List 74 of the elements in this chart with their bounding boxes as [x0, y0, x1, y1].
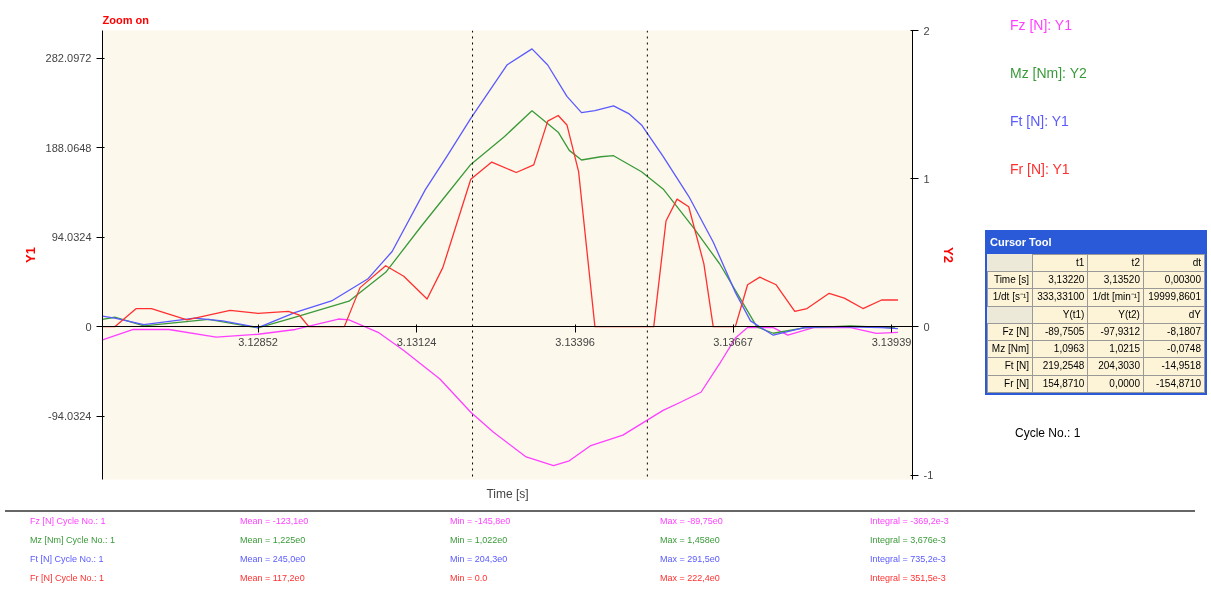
text: dY — [1143, 306, 1205, 324]
text: -0,0748 — [1143, 340, 1205, 358]
line-series — [102, 48, 899, 336]
x-tick-label: 3.13396 — [555, 335, 595, 348]
text: Min = -145,8e0 — [449, 515, 512, 528]
text: Mz [Nm] — [987, 340, 1033, 358]
y2-tick-label: 1 — [923, 172, 930, 185]
text: Mz [Nm] Cycle No.: 1 — [29, 533, 116, 547]
y-tick-label: 0 — [85, 320, 92, 333]
text: Time [s] — [987, 271, 1033, 289]
text: 19999,8601 — [1143, 288, 1205, 307]
text: Ft [N]: Y1 — [1010, 112, 1070, 131]
text: Fz [N]: Y1 — [1010, 16, 1073, 35]
text: Max = 222,4e0 — [659, 571, 721, 585]
text: Mean = 245,0e0 — [239, 552, 307, 566]
text: Cycle No.: 1 — [1015, 425, 1081, 442]
y2-tick-label: 2 — [923, 24, 930, 37]
text: Y(t1) — [1032, 306, 1088, 324]
text: t1 — [1032, 254, 1088, 272]
text: Mz [Nm]: Y2 — [1010, 64, 1087, 83]
text: -14,9518 — [1143, 357, 1205, 376]
text: Mean = 1,225e0 — [239, 533, 307, 547]
y2-tick-label: 0 — [923, 320, 930, 333]
y-axis-title: Y1 — [22, 247, 38, 263]
text: 3,13520 — [1087, 271, 1144, 289]
text: -8,1807 — [1143, 323, 1205, 341]
text: Fr [N] Cycle No.: 1 — [29, 571, 105, 585]
text: 333,33100 — [1032, 288, 1088, 307]
text: 1,0215 — [1087, 340, 1144, 358]
text: -97,9312 — [1087, 323, 1144, 341]
text: 219,2548 — [1032, 357, 1088, 376]
text: dt — [1143, 254, 1205, 272]
text: 1/dt [min⁻¹] — [1087, 288, 1144, 307]
y2-axis-title: Y2 — [941, 247, 957, 263]
x-tick-label: 3.13124 — [396, 335, 437, 348]
text: Max = 1,458e0 — [659, 533, 721, 547]
text: Fr [N] — [987, 375, 1033, 393]
y-tick-label: 94.0324 — [51, 231, 92, 244]
text: 1,0963 — [1032, 340, 1088, 358]
text: Min = 0.0 — [449, 571, 489, 585]
text: Integral = 351,5e-3 — [869, 571, 947, 585]
text: 0,0000 — [1087, 375, 1144, 393]
text: 154,8710 — [1032, 375, 1088, 393]
text: Mean = -123,1e0 — [239, 515, 310, 528]
text: Integral = -369,2e-3 — [869, 515, 950, 528]
text: Min = 1,022e0 — [449, 533, 509, 547]
text: Max = 291,5e0 — [659, 552, 721, 566]
x-axis-title: Time [s] — [486, 486, 529, 501]
text: -89,7505 — [1032, 323, 1088, 341]
y2-tick-label: -1 — [923, 469, 934, 482]
text: 204,3030 — [1087, 357, 1144, 376]
text: t2 — [1087, 254, 1144, 272]
y-tick-label: -94.0324 — [48, 410, 92, 423]
text: Ft [N] Cycle No.: 1 — [29, 552, 105, 566]
text: Max = -89,75e0 — [659, 515, 724, 528]
text: Fz [N] Cycle No.: 1 — [29, 515, 107, 528]
text: Integral = 3,676e-3 — [869, 533, 947, 547]
text: -154,8710 — [1143, 375, 1205, 393]
text: Zoom on — [102, 13, 150, 26]
y-tick-label: 282.0972 — [45, 52, 92, 65]
text: Min = 204,3e0 — [449, 552, 509, 566]
text: Cursor Tool — [987, 232, 1205, 254]
text: Y(t2) — [1087, 306, 1144, 324]
text: Mean = 117,2e0 — [239, 571, 306, 585]
y-tick-label: 188.0648 — [45, 141, 92, 154]
text: Fz [N] — [987, 323, 1033, 341]
x-tick-label: 3.13939 — [871, 335, 912, 348]
text: 1/dt [s⁻¹] — [987, 288, 1033, 307]
text: 0,00300 — [1143, 271, 1205, 289]
x-tick-label: 3.12852 — [238, 335, 278, 348]
text: Ft [N] — [987, 357, 1033, 376]
text: Integral = 735,2e-3 — [869, 552, 947, 566]
text: Fr [N]: Y1 — [1010, 160, 1071, 179]
text: 3,13220 — [1032, 271, 1088, 289]
